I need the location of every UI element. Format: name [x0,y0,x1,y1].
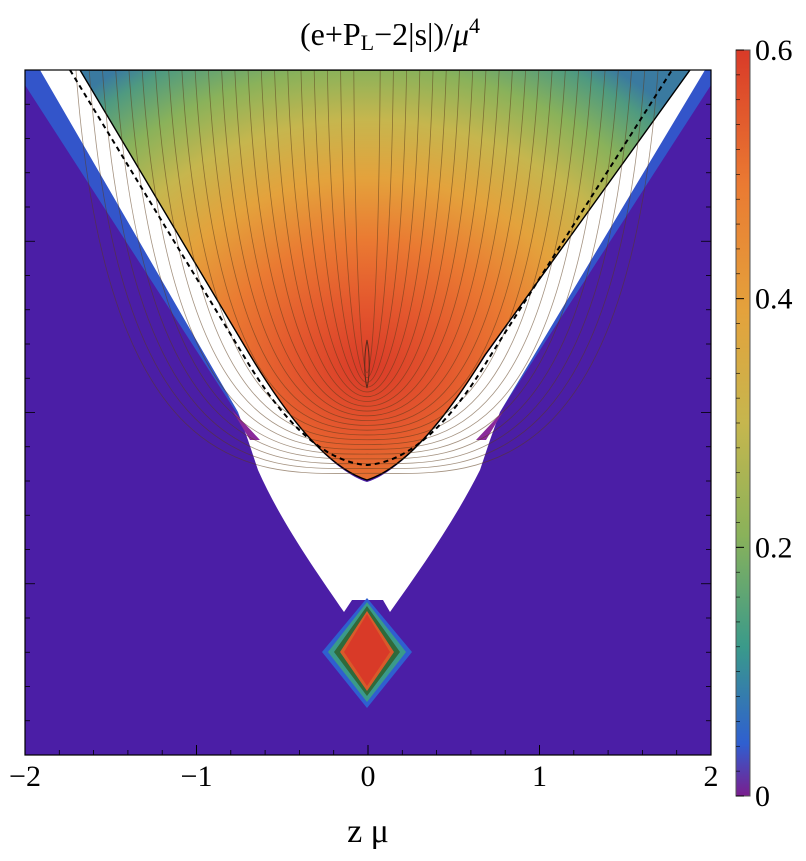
white-region [40,70,705,612]
chart-title: (e+PL−2|s|)/μ4 [299,13,481,55]
contour-line [141,70,593,450]
colorbar-tick-label: 0.2 [755,531,793,564]
upper-cone [79,70,691,481]
left-fringe [25,70,250,430]
dashed-boundary [69,70,673,467]
x-tick-label: 2 [704,760,719,793]
colorbar-tick-label: 0.6 [755,34,793,67]
contour-line [128,70,606,455]
contour-line [353,70,381,374]
x-axis-ticks: −2 −1 0 1 2 [9,745,719,793]
contour-line [327,70,407,383]
contour-line [340,70,394,378]
contour-line [115,70,619,460]
contour-line [234,70,500,417]
contour-line [88,70,646,469]
inner-peak [364,339,370,389]
contour-line [274,70,460,402]
contour-line [155,70,579,445]
contour-line [181,70,553,436]
x-tick-label: 1 [532,760,547,793]
lower-diamond [322,598,412,708]
x-tick-label: −1 [181,760,213,793]
colorbar-tick-label: 0.4 [755,283,793,316]
contour-line [75,70,659,474]
contour-line [300,70,434,393]
contour-line [260,70,474,407]
contour-line [287,70,447,398]
contour-line [168,70,566,441]
contour-line [208,70,526,426]
contour-line [194,70,540,431]
x-tick-label: 0 [361,760,376,793]
contour-line [247,70,487,412]
x-axis-label: z μ [347,813,389,850]
x-tick-label: −2 [9,760,41,793]
contour-line [102,70,632,465]
colorbar-tick-label: 0 [755,780,770,813]
colorbar-ticks: 0 0.2 0.4 0.6 [736,34,793,813]
y-axis-ticks [25,69,711,756]
contour-line [221,70,513,422]
